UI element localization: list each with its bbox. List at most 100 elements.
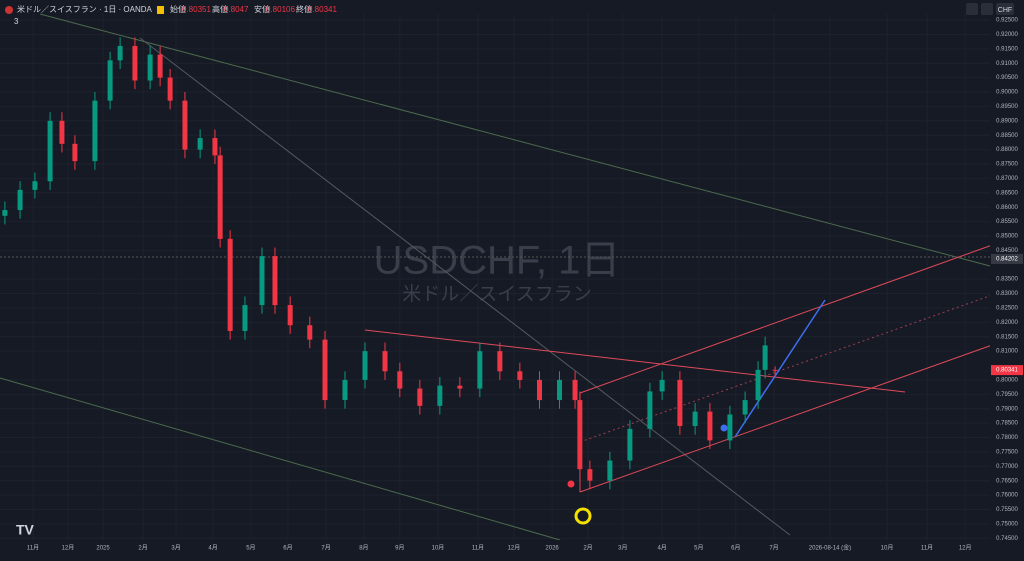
y-tick-label: 0.87500	[996, 162, 1018, 168]
candle-body	[307, 325, 313, 340]
x-tick-label: 2026-08-14 (金)	[809, 544, 851, 552]
candle-body	[132, 45, 138, 81]
y-tick-label: 0.79000	[996, 406, 1018, 412]
y-tick-label: 0.90000	[996, 90, 1018, 96]
x-tick-label: 12月	[62, 545, 75, 552]
candle-body	[647, 391, 653, 429]
header: 米ドル／スイスフラン · 1日 · OANDA 始値 0.80351 高値 0.…	[5, 3, 1014, 538]
price-tag-bg	[991, 365, 1023, 376]
watermark: USDCHF, 1日	[374, 239, 621, 283]
x-tick-label: 11月	[27, 545, 39, 552]
watermark-subtitle: 米ドル／スイスフラン	[402, 283, 591, 305]
candle-body	[536, 379, 542, 401]
y-tick-label: 0.79500	[996, 392, 1018, 398]
button[interactable]	[966, 3, 978, 15]
candle-body	[692, 411, 698, 426]
candle-body	[212, 138, 218, 156]
candle-body	[17, 189, 23, 211]
x-tick-label: 2025	[96, 546, 110, 552]
x-tick-label: 6月	[731, 545, 740, 552]
y-tick-label: 0.91000	[996, 61, 1018, 67]
open-value: 0.80351	[182, 5, 211, 14]
candle-body	[587, 469, 593, 481]
candle-body	[572, 379, 578, 401]
high-label: 高値	[212, 4, 228, 14]
candle-body	[242, 305, 248, 331]
y-tick-label: 0.85000	[996, 234, 1018, 240]
y-tick-label: 0.81500	[996, 334, 1018, 340]
candle-body	[147, 54, 153, 81]
candle-body	[477, 351, 483, 389]
y-tick-label: 0.86000	[996, 205, 1018, 211]
axes: 0.74500 0.75000 0.75500 0.76000 0.76500 0.770…	[27, 18, 1023, 552]
candle-body	[47, 120, 53, 182]
channel-upper	[579, 243, 996, 394]
candle-body	[227, 238, 233, 331]
candle-body	[437, 385, 443, 406]
candle-body	[772, 369, 778, 371]
trendline	[0, 377, 561, 541]
x-tick-label: 7月	[769, 545, 778, 552]
candle-body	[287, 305, 293, 326]
open-label: 始値	[170, 4, 186, 14]
candle-body	[742, 400, 748, 415]
marker	[574, 507, 592, 525]
price-axis	[990, 0, 1024, 556]
candle-body	[557, 379, 563, 401]
y-tick-label: 0.83000	[996, 291, 1018, 297]
x-tick-label: 2月	[583, 545, 592, 552]
y-tick-label: 0.78000	[996, 435, 1018, 441]
candle-body	[517, 371, 523, 380]
y-tick-label: 0.88000	[996, 147, 1018, 153]
candle-body	[322, 339, 328, 401]
channel-lower	[579, 343, 996, 493]
currency[interactable]: CHF	[998, 7, 1012, 14]
candle-body	[197, 138, 203, 150]
x-tick-label: 11月	[921, 545, 933, 552]
symbol: 米ドル／スイスフラン · 1日 · OANDA	[17, 4, 153, 14]
y-tick-label: 0.89000	[996, 118, 1018, 124]
candle-body	[2, 210, 8, 216]
currency-button[interactable]	[996, 3, 1014, 15]
marker	[720, 424, 728, 432]
x-tick-label: 5月	[246, 545, 255, 552]
candle-body	[627, 428, 633, 461]
y-tick-label: 0.90500	[996, 75, 1018, 81]
candle-body	[117, 45, 123, 61]
candle-body	[72, 143, 78, 162]
candle-body	[92, 100, 98, 162]
candle-body	[762, 345, 768, 370]
grid	[0, 14, 990, 540]
x-tick-label: 10月	[881, 545, 894, 552]
y-tick-label: 0.78500	[996, 421, 1018, 427]
price-tag-bg	[991, 253, 1023, 264]
x-tick-label: 5月	[694, 545, 703, 552]
y-tick-label: 0.86500	[996, 190, 1018, 196]
candle-body	[259, 256, 265, 306]
time-axis	[0, 540, 990, 556]
y-tick-label: 0.77000	[996, 464, 1018, 470]
y-tick-label: 0.74500	[996, 536, 1018, 542]
x-tick-label: 4月	[657, 545, 666, 552]
indicator-count[interactable]: 3	[14, 17, 19, 26]
x-tick-label: 4月	[208, 545, 217, 552]
candle-body	[497, 351, 503, 372]
candle-body	[659, 379, 665, 392]
candle-body	[755, 369, 761, 401]
y-tick-label: 0.92000	[996, 32, 1018, 38]
y-tick-label: 0.84500	[996, 248, 1018, 254]
y-tick-label: 0.75500	[996, 507, 1018, 513]
x-tick-label: 7月	[321, 545, 330, 552]
button[interactable]	[981, 3, 993, 15]
x-tick-label: 11月	[472, 545, 484, 552]
y-tick-label: 0.82500	[996, 306, 1018, 312]
candles	[2, 37, 778, 490]
x-tick-label: 8月	[359, 545, 368, 552]
price-tag: 0.80341	[996, 368, 1018, 374]
candle-body	[677, 379, 683, 426]
high-value: 0.8047	[224, 5, 249, 14]
x-tick-label: 10月	[432, 545, 445, 552]
candle-body	[107, 60, 113, 101]
trendline	[139, 37, 791, 536]
